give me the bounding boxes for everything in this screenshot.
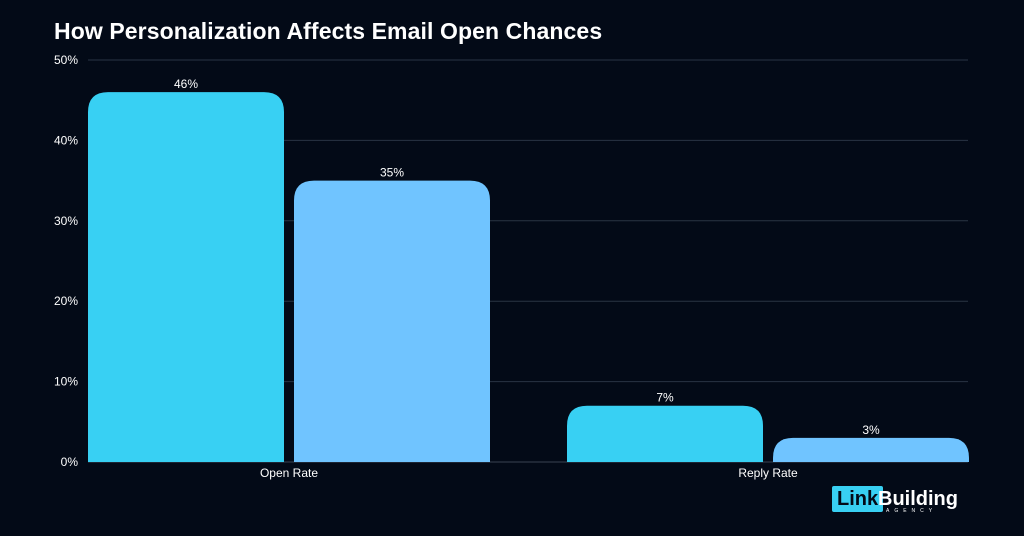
y-tick-label: 20% <box>54 294 78 308</box>
y-tick-label: 30% <box>54 214 78 228</box>
x-tick-label: Reply Rate <box>738 466 798 480</box>
logo-sub-text: AGENCY <box>886 508 938 514</box>
bar <box>294 180 490 462</box>
y-tick-label: 50% <box>54 53 78 67</box>
data-label: 46% <box>174 77 198 91</box>
bar <box>567 405 763 462</box>
data-label: 7% <box>656 391 674 405</box>
bar <box>88 92 284 462</box>
logo-word-text: Building <box>878 488 958 510</box>
y-tick-label: 40% <box>54 133 78 147</box>
brand-logo: Link Building AGENCY <box>832 486 962 518</box>
chart-title: How Personalization Affects Email Open C… <box>54 18 603 44</box>
y-tick-label: 0% <box>61 455 79 469</box>
bar <box>773 437 969 462</box>
data-label: 35% <box>380 166 404 180</box>
x-tick-label: Open Rate <box>260 466 318 480</box>
y-tick-label: 10% <box>54 375 78 389</box>
data-label: 3% <box>862 423 880 437</box>
logo-box-text: Link <box>832 486 884 512</box>
